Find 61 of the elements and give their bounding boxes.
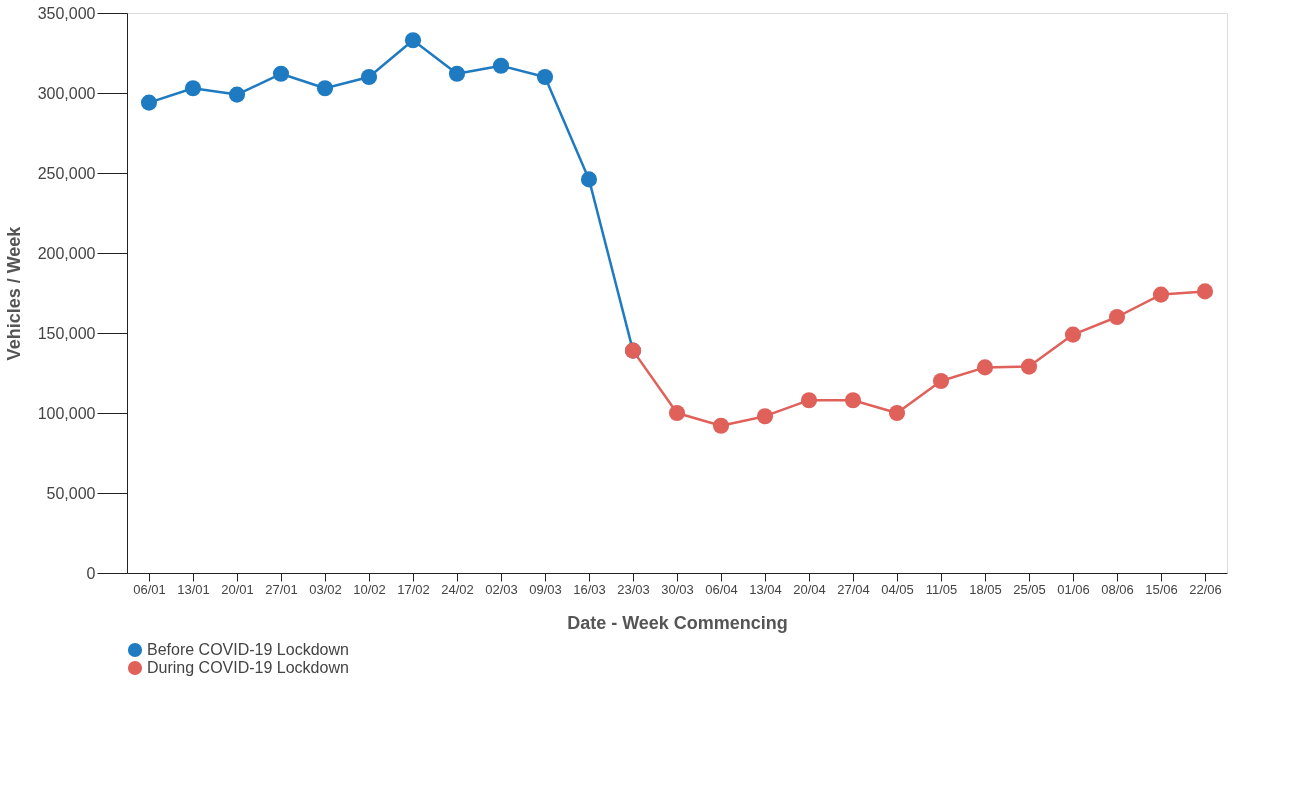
point <box>1108 308 1126 326</box>
x-tick-label: 20/04 <box>793 581 826 597</box>
x-tick-label: 13/01 <box>177 581 210 597</box>
point <box>1020 358 1038 375</box>
y-tick-label: 250,000 <box>37 164 96 182</box>
point <box>580 171 598 188</box>
point <box>184 80 202 97</box>
x-tick-label: 24/02 <box>441 581 474 597</box>
y-tick-label: 350,000 <box>37 4 96 22</box>
x-tick-label: 30/03 <box>661 581 694 597</box>
point <box>888 404 906 422</box>
y-axis-title: Vehicles / Week <box>3 225 24 361</box>
point <box>492 57 510 74</box>
x-tick-label: 03/02 <box>309 581 342 597</box>
point <box>800 392 818 409</box>
point <box>272 65 290 82</box>
x-tick-label: 22/06 <box>1189 581 1222 597</box>
x-tick-label: 15/06 <box>1145 581 1178 597</box>
x-tick-label: 16/03 <box>573 581 606 597</box>
y-tick-label: 150,000 <box>37 324 96 342</box>
x-tick-label: 09/03 <box>529 581 562 597</box>
point <box>316 80 334 97</box>
x-tick-label: 11/05 <box>925 581 958 597</box>
x-tick-label: 02/03 <box>485 581 518 597</box>
point <box>228 86 246 103</box>
point <box>668 404 686 422</box>
point <box>448 65 466 82</box>
point <box>932 372 950 390</box>
x-tick-label: 20/01 <box>221 581 254 597</box>
point <box>976 359 994 376</box>
x-tick-label: 04/05 <box>881 581 914 597</box>
legend-label: During COVID-19 Lockdown <box>147 659 349 676</box>
point <box>844 392 862 409</box>
x-tick-label: 23/03 <box>617 581 650 597</box>
x-tick-label: 01/06 <box>1057 581 1090 597</box>
legend-label: Before COVID-19 Lockdown <box>147 641 349 658</box>
y-tick-label: 50,000 <box>46 484 96 502</box>
x-axis-title: Date - Week Commencing <box>567 612 788 633</box>
point <box>1064 326 1082 343</box>
x-tick-label: 10/02 <box>353 581 386 597</box>
x-tick-label: 06/04 <box>705 581 738 597</box>
point <box>712 417 730 434</box>
point <box>140 94 158 111</box>
x-tick-label: 06/01 <box>133 581 166 597</box>
y-tick-label: 300,000 <box>37 84 96 102</box>
x-tick-label: 08/06 <box>1101 581 1134 597</box>
x-tick-label: 27/01 <box>265 581 298 597</box>
point <box>756 408 774 425</box>
x-tick-label: 27/04 <box>837 581 870 597</box>
point <box>536 68 554 86</box>
y-tick-label: 0 <box>86 564 96 582</box>
x-tick-label: 25/05 <box>1013 581 1046 597</box>
x-tick-label: 13/04 <box>749 581 782 597</box>
point <box>360 68 378 86</box>
y-tick-label: 200,000 <box>37 244 96 262</box>
x-tick-label: 17/02 <box>397 581 430 597</box>
y-tick-label: 100,000 <box>37 404 96 422</box>
point <box>1152 286 1170 303</box>
x-tick-label: 18/05 <box>969 581 1002 597</box>
point <box>404 32 422 49</box>
point <box>1196 283 1214 300</box>
